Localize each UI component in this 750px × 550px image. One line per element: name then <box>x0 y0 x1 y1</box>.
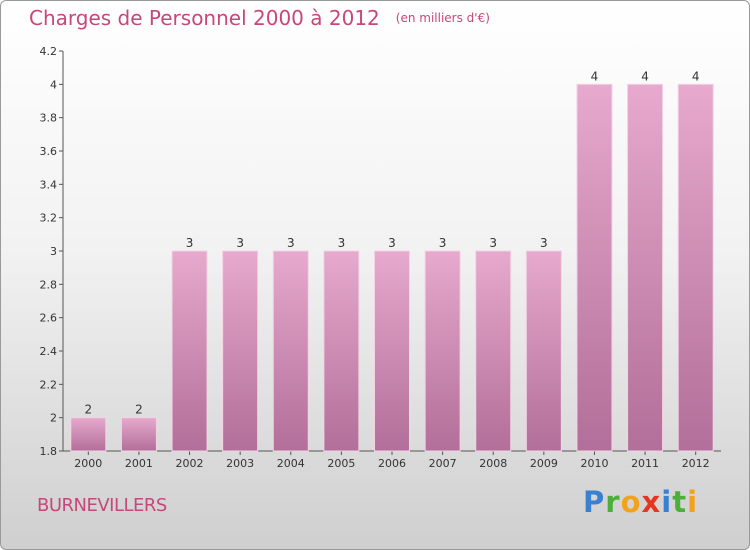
y-axis: 1.8 2 2.2 2.4 2.6 2.8 3 3.2 3.4 3.6 3.8 4 4.2 <box>40 45 64 458</box>
x-tick-label-2006: 2006 <box>378 457 406 470</box>
bar-2007[interactable] <box>424 250 461 452</box>
data-label-2011: 4 <box>641 69 649 83</box>
y-tick-label: 2.2 <box>40 378 58 391</box>
bar-2012[interactable] <box>677 83 714 452</box>
x-tick-label-2004: 2004 <box>277 457 305 470</box>
data-label-2000: 2 <box>84 403 92 417</box>
bar-2003[interactable] <box>222 250 259 452</box>
data-label-2007: 3 <box>439 236 447 250</box>
data-label-2009: 3 <box>540 236 548 250</box>
chart-header: Charges de Personnel 2000 à 2012 (en mill… <box>29 6 490 30</box>
bar-2000[interactable] <box>70 417 107 452</box>
bar-2006[interactable] <box>374 250 410 452</box>
bar-2005[interactable] <box>323 250 360 452</box>
y-tick-label: 2 <box>50 412 57 425</box>
y-tick-label: 3.2 <box>40 212 58 225</box>
data-label-2002: 3 <box>186 236 194 250</box>
y-tick-label: 2.4 <box>40 345 58 358</box>
data-label-2003: 3 <box>236 236 244 250</box>
bar-2001[interactable] <box>120 417 157 452</box>
bar-2009[interactable] <box>525 250 562 452</box>
y-tick-label: 3 <box>50 245 57 258</box>
x-tick-label-2001: 2001 <box>125 457 153 470</box>
data-label-2008: 3 <box>489 236 497 250</box>
data-label-2005: 3 <box>338 236 346 250</box>
data-labels: 2 2 3 3 3 3 3 3 3 3 4 4 4 <box>84 69 699 416</box>
x-tick-label-2005: 2005 <box>327 457 355 470</box>
proxiti-logo[interactable]: Proxiti <box>583 485 699 519</box>
y-tick-label: 1.8 <box>40 445 58 458</box>
data-label-2006: 3 <box>388 236 396 250</box>
x-tick-label-2000: 2000 <box>74 457 102 470</box>
bars <box>70 83 714 452</box>
y-tick-label: 2.6 <box>40 312 58 325</box>
bar-2002[interactable] <box>171 250 208 452</box>
bar-2008[interactable] <box>475 250 512 452</box>
chart-subtitle: (en milliers d'€) <box>395 11 490 25</box>
x-axis: 2000 2001 2002 2003 2004 2005 2006 2007 2008 2009… <box>63 450 721 470</box>
y-tick-label: 4 <box>50 78 57 91</box>
x-tick-label-2003: 2003 <box>226 457 254 470</box>
y-tick-label: 4.2 <box>40 45 58 58</box>
y-tick-label: 2.8 <box>40 278 58 291</box>
y-tick-label: 3.8 <box>40 112 58 125</box>
x-tick-label-2007: 2007 <box>429 457 457 470</box>
x-tick-label-2010: 2010 <box>580 457 608 470</box>
y-tick-label: 3.4 <box>40 178 58 191</box>
x-tick-label-2012: 2012 <box>682 457 710 470</box>
x-tick-label-2008: 2008 <box>479 457 507 470</box>
bar-2010[interactable] <box>576 83 613 452</box>
chart-title: Charges de Personnel 2000 à 2012 <box>29 6 380 30</box>
data-label-2004: 3 <box>287 236 295 250</box>
commune-name: BURNEVILLERS <box>37 495 167 516</box>
x-tick-label-2009: 2009 <box>530 457 558 470</box>
bar-2004[interactable] <box>272 250 309 452</box>
data-label-2010: 4 <box>591 69 599 83</box>
data-label-2001: 2 <box>135 403 143 417</box>
data-label-2012: 4 <box>692 69 700 83</box>
x-tick-label-2011: 2011 <box>631 457 659 470</box>
x-tick-label-2002: 2002 <box>176 457 204 470</box>
y-tick-label: 3.6 <box>40 145 58 158</box>
bar-2011[interactable] <box>627 83 664 452</box>
